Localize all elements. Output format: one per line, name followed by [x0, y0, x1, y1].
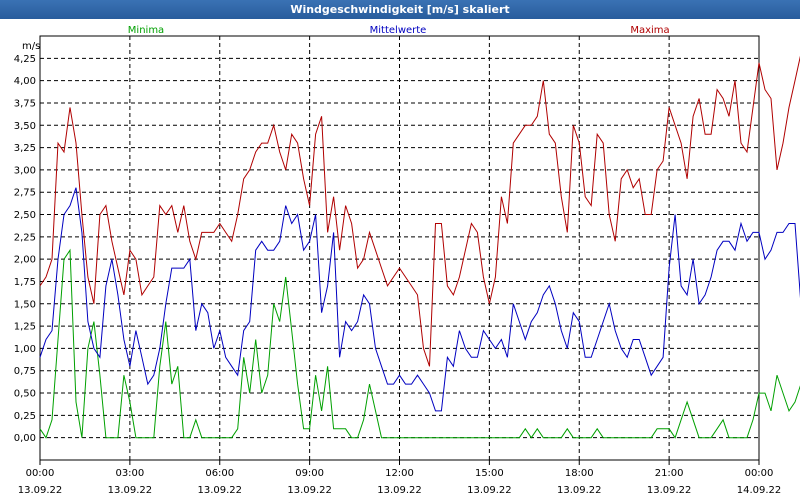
series-line-maxima	[39, 55, 800, 367]
y-tick-label: 4,00	[14, 76, 36, 87]
y-tick-label: 3,50	[14, 121, 36, 132]
y-tick-label: 2,25	[14, 232, 36, 243]
y-axis: 0,00 0,25 0,50 0,75 1,00 1,25 1,50 1,75 2,00 2,25…	[14, 54, 36, 444]
legend: Minima Mittelwerte Maxima	[128, 25, 670, 36]
x-tick-time-label: 06:00	[205, 468, 234, 479]
y-tick-label: 4,25	[14, 54, 36, 65]
y-tick-label: 3,75	[14, 98, 36, 109]
y-tick-label: 2,50	[14, 210, 36, 221]
series-lines	[39, 55, 800, 439]
y-tick-label: 0,75	[14, 366, 36, 377]
y-tick-label: 3,00	[14, 165, 36, 176]
y-tick-label: 1,25	[14, 322, 36, 333]
wind-speed-chart: 0,00 0,25 0,50 0,75 1,00 1,25 1,50 1,75 2,00 2,25…	[0, 19, 800, 500]
y-tick-label: 0,25	[14, 411, 36, 422]
x-tick-date-label: 13.09.22	[108, 485, 153, 496]
x-axis: 00:00 13.09.22 03:00 13.09.22 06:00 13.09.22 0…	[18, 460, 782, 496]
x-tick-date-label: 13.09.22	[467, 485, 512, 496]
x-tick-time-label: 18:00	[565, 468, 594, 479]
x-tick-time-label: 21:00	[655, 468, 684, 479]
chart-title: Windgeschwindigkeit [m/s] skaliert	[0, 0, 800, 19]
x-tick-date-label: 13.09.22	[377, 485, 422, 496]
x-tick-time-label: 00:00	[745, 468, 774, 479]
legend-entry-maxima: Maxima	[630, 25, 669, 36]
series-line-minima	[39, 248, 800, 439]
x-tick-time-label: 15:00	[475, 468, 504, 479]
legend-entry-mittelwerte: Mittelwerte	[370, 25, 427, 36]
y-tick-label: 1,50	[14, 299, 36, 310]
y-tick-label: 0,00	[14, 433, 36, 444]
x-tick-time-label: 12:00	[385, 468, 414, 479]
x-tick-time-label: 00:00	[26, 468, 55, 479]
y-tick-label: 2,00	[14, 255, 36, 266]
x-tick-date-label: 13.09.22	[18, 485, 63, 496]
x-tick-date-label: 13.09.22	[197, 485, 242, 496]
y-axis-label: m/s	[22, 41, 40, 52]
x-tick-date-label: 14.09.22	[737, 485, 782, 496]
x-tick-time-label: 09:00	[295, 468, 324, 479]
y-tick-label: 1,75	[14, 277, 36, 288]
y-tick-label: 2,75	[14, 188, 36, 199]
y-tick-label: 3,25	[14, 143, 36, 154]
x-tick-date-label: 13.09.22	[287, 485, 332, 496]
legend-entry-minima: Minima	[128, 25, 164, 36]
y-tick-label: 0,50	[14, 389, 36, 400]
x-tick-date-label: 13.09.22	[557, 485, 602, 496]
x-tick-time-label: 03:00	[115, 468, 144, 479]
x-tick-date-label: 13.09.22	[647, 485, 692, 496]
series-line-mittelwerte	[39, 187, 800, 412]
y-tick-label: 1,00	[14, 344, 36, 355]
